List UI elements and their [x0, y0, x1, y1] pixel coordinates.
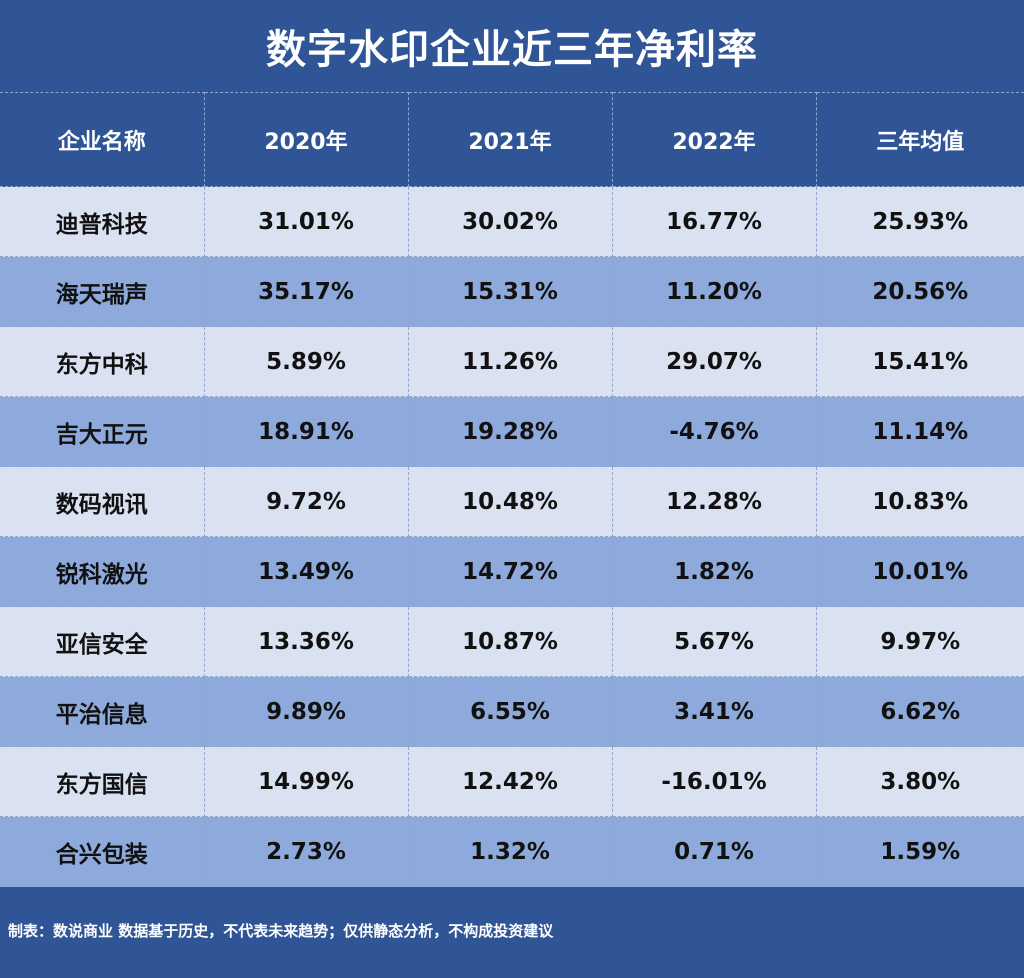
value-2021-cell: 10.48% [407, 466, 613, 537]
company-name-cell: 迪普科技 [0, 186, 205, 257]
value-2020-cell: 13.49% [203, 536, 409, 607]
value-2021-cell: 19.28% [407, 396, 613, 467]
company-name-cell: 东方国信 [0, 746, 205, 817]
chart-title: 数字水印企业近三年净利率 [266, 27, 758, 73]
company-name-cell: 平治信息 [0, 676, 205, 747]
table-row: 海天瑞声 35.17% 15.31% 11.20% 20.56% [0, 256, 1024, 327]
column-header-2021: 2021年 [407, 92, 613, 187]
column-header-2022: 2022年 [611, 92, 817, 187]
average-cell: 9.97% [815, 606, 1024, 677]
value-2022-cell: 1.82% [611, 536, 817, 607]
value-2021-cell: 15.31% [407, 256, 613, 327]
value-2020-cell: 5.89% [203, 326, 409, 397]
value-2021-cell: 1.32% [407, 816, 613, 887]
table-body: 迪普科技 31.01% 30.02% 16.77% 25.93% 海天瑞声 35.17% 15… [0, 186, 1024, 887]
value-2020-cell: 35.17% [203, 256, 409, 327]
value-2021-cell: 14.72% [407, 536, 613, 607]
company-name-cell: 锐科激光 [0, 536, 205, 607]
company-name-cell: 吉大正元 [0, 396, 205, 467]
value-2022-cell: 0.71% [611, 816, 817, 887]
value-2022-cell: 29.07% [611, 326, 817, 397]
company-name-cell: 合兴包装 [0, 816, 205, 887]
average-cell: 6.62% [815, 676, 1024, 747]
column-header-2020: 2020年 [203, 92, 409, 187]
table-row: 迪普科技 31.01% 30.02% 16.77% 25.93% [0, 186, 1024, 257]
column-header-company: 企业名称 [0, 92, 205, 187]
company-name-cell: 海天瑞声 [0, 256, 205, 327]
average-cell: 11.14% [815, 396, 1024, 467]
value-2021-cell: 10.87% [407, 606, 613, 677]
value-2022-cell: 12.28% [611, 466, 817, 537]
value-2020-cell: 14.99% [203, 746, 409, 817]
table-row: 平治信息 9.89% 6.55% 3.41% 6.62% [0, 676, 1024, 747]
value-2021-cell: 30.02% [407, 186, 613, 257]
average-cell: 20.56% [815, 256, 1024, 327]
table-row: 亚信安全 13.36% 10.87% 5.67% 9.97% [0, 606, 1024, 677]
value-2022-cell: -4.76% [611, 396, 817, 467]
average-cell: 1.59% [815, 816, 1024, 887]
value-2022-cell: -16.01% [611, 746, 817, 817]
table-row: 数码视讯 9.72% 10.48% 12.28% 10.83% [0, 466, 1024, 537]
average-cell: 15.41% [815, 326, 1024, 397]
average-cell: 3.80% [815, 746, 1024, 817]
table-header-row: 企业名称 2020年 2021年 2022年 三年均值 [0, 92, 1024, 187]
source-footnote: 制表：数说商业 数据基于历史，不代表未来趋势；仅供静态分析，不构成投资建议 [8, 922, 554, 940]
value-2021-cell: 11.26% [407, 326, 613, 397]
average-cell: 10.01% [815, 536, 1024, 607]
value-2020-cell: 9.72% [203, 466, 409, 537]
table-row: 东方国信 14.99% 12.42% -16.01% 3.80% [0, 746, 1024, 817]
company-name-cell: 东方中科 [0, 326, 205, 397]
value-2020-cell: 31.01% [203, 186, 409, 257]
table-row: 东方中科 5.89% 11.26% 29.07% 15.41% [0, 326, 1024, 397]
value-2022-cell: 3.41% [611, 676, 817, 747]
column-header-average: 三年均值 [815, 92, 1024, 187]
data-table: 企业名称 2020年 2021年 2022年 三年均值 迪普科技 31.01% 30… [0, 92, 1024, 887]
value-2020-cell: 13.36% [203, 606, 409, 677]
value-2020-cell: 9.89% [203, 676, 409, 747]
table-row: 吉大正元 18.91% 19.28% -4.76% 11.14% [0, 396, 1024, 467]
value-2020-cell: 18.91% [203, 396, 409, 467]
value-2021-cell: 6.55% [407, 676, 613, 747]
value-2022-cell: 11.20% [611, 256, 817, 327]
table-row: 合兴包装 2.73% 1.32% 0.71% 1.59% [0, 816, 1024, 887]
company-name-cell: 亚信安全 [0, 606, 205, 677]
average-cell: 25.93% [815, 186, 1024, 257]
value-2022-cell: 16.77% [611, 186, 817, 257]
value-2022-cell: 5.67% [611, 606, 817, 677]
table-row: 锐科激光 13.49% 14.72% 1.82% 10.01% [0, 536, 1024, 607]
value-2021-cell: 12.42% [407, 746, 613, 817]
company-name-cell: 数码视讯 [0, 466, 205, 537]
average-cell: 10.83% [815, 466, 1024, 537]
value-2020-cell: 2.73% [203, 816, 409, 887]
